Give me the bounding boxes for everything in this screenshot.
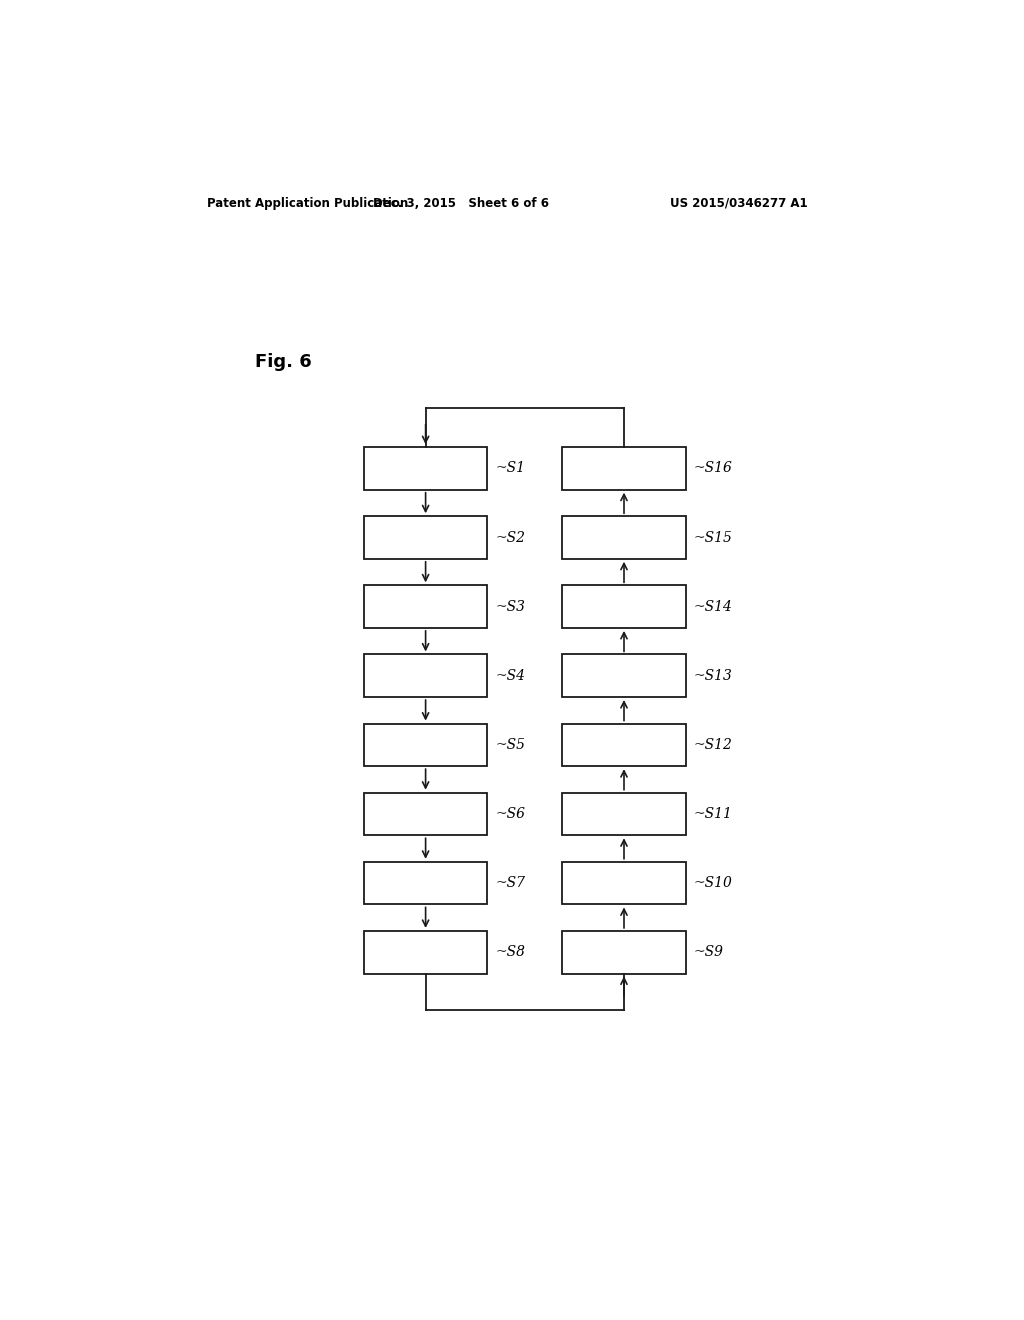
Text: ~S8: ~S8	[495, 945, 525, 960]
Text: ~S7: ~S7	[495, 876, 525, 890]
Bar	[562, 792, 685, 836]
Text: ~S2: ~S2	[495, 531, 525, 545]
Bar	[562, 931, 685, 974]
Text: ~S6: ~S6	[495, 807, 525, 821]
Bar	[562, 862, 685, 904]
Bar	[365, 585, 487, 628]
Text: ~S13: ~S13	[693, 669, 732, 682]
Text: ~S15: ~S15	[693, 531, 732, 545]
Bar	[562, 516, 685, 558]
Text: Patent Application Publication: Patent Application Publication	[207, 197, 409, 210]
Text: Dec. 3, 2015   Sheet 6 of 6: Dec. 3, 2015 Sheet 6 of 6	[374, 197, 549, 210]
Text: ~S4: ~S4	[495, 669, 525, 682]
Bar	[365, 792, 487, 836]
Text: ~S5: ~S5	[495, 738, 525, 752]
Text: ~S12: ~S12	[693, 738, 732, 752]
Text: ~S16: ~S16	[693, 462, 732, 475]
Bar	[365, 723, 487, 766]
Text: ~S10: ~S10	[693, 876, 732, 890]
Text: ~S11: ~S11	[693, 807, 732, 821]
Bar	[365, 931, 487, 974]
Bar	[562, 447, 685, 490]
Text: ~S1: ~S1	[495, 462, 525, 475]
Text: ~S3: ~S3	[495, 599, 525, 614]
Text: ~S14: ~S14	[693, 599, 732, 614]
Bar	[365, 516, 487, 558]
Text: Fig. 6: Fig. 6	[255, 352, 311, 371]
Bar	[365, 447, 487, 490]
Bar	[562, 585, 685, 628]
Bar	[365, 862, 487, 904]
Text: US 2015/0346277 A1: US 2015/0346277 A1	[671, 197, 808, 210]
Bar	[562, 723, 685, 766]
Text: ~S9: ~S9	[693, 945, 723, 960]
Bar	[562, 655, 685, 697]
Bar	[365, 655, 487, 697]
